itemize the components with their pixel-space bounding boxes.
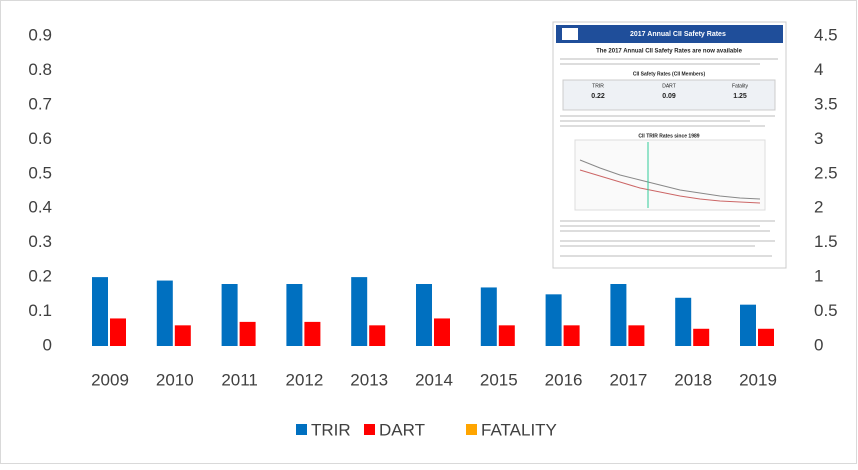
- x-tick-label: 2011: [221, 370, 258, 389]
- y2-tick-label: 4: [814, 60, 823, 79]
- y-tick-label: 0.4: [28, 198, 52, 217]
- bar: [286, 284, 302, 346]
- y-tick-label: 0.6: [28, 129, 52, 148]
- bar: [175, 325, 191, 346]
- bar: [758, 329, 774, 346]
- y2-tick-label: 3: [814, 129, 823, 148]
- y-tick-label: 0.2: [28, 267, 52, 286]
- y-tick-label: 0.7: [28, 94, 52, 113]
- inset-rate-label: DART: [662, 83, 676, 89]
- inset-table-title: CII Safety Rates (CII Members): [633, 71, 706, 77]
- y2-tick-label: 2.5: [814, 163, 838, 182]
- legend-label: FATALITY: [481, 420, 557, 439]
- bar: [92, 277, 108, 346]
- y2-tick-label: 0: [814, 335, 823, 354]
- bar: [416, 284, 432, 346]
- bar: [628, 325, 644, 346]
- y-tick-label: 0.1: [28, 301, 52, 320]
- legend-label: DART: [379, 420, 425, 439]
- bar: [157, 281, 173, 346]
- chart: 2017 Annual CII Safety Rates The 2017 An…: [0, 0, 858, 465]
- y2-tick-label: 2: [814, 198, 823, 217]
- bar: [240, 322, 256, 346]
- y-tick-label: 0: [43, 335, 52, 354]
- x-tick-label: 2018: [674, 370, 712, 389]
- y2-tick-label: 3.5: [814, 94, 838, 113]
- bar: [110, 318, 126, 346]
- legend-swatch: [296, 424, 307, 435]
- y2-tick-label: 4.5: [814, 25, 838, 44]
- y-tick-label: 0.5: [28, 163, 52, 182]
- x-tick-label: 2012: [285, 370, 323, 389]
- inset-banner: 2017 Annual CII Safety Rates: [630, 31, 726, 38]
- bar: [499, 325, 515, 346]
- bar: [222, 284, 238, 346]
- x-tick-label: 2015: [480, 370, 518, 389]
- inset-rate-value: 0.22: [591, 93, 605, 100]
- bar: [351, 277, 367, 346]
- inset-rate-value: 0.09: [662, 93, 676, 100]
- legend-label: TRIR: [311, 420, 351, 439]
- y2-tick-label: 1: [814, 267, 823, 286]
- y2-tick-label: 1.5: [814, 232, 838, 251]
- bar: [610, 284, 626, 346]
- x-tick-label: 2019: [739, 370, 777, 389]
- bar: [693, 329, 709, 346]
- bar: [434, 318, 450, 346]
- bar: [740, 305, 756, 346]
- legend-swatch: [466, 424, 477, 435]
- inset-chart-title: CII TRIR Rates since 1989: [638, 133, 699, 139]
- bar: [304, 322, 320, 346]
- inset-rate-value: 1.25: [733, 93, 747, 100]
- bar: [369, 325, 385, 346]
- x-tick-label: 2013: [350, 370, 388, 389]
- bar: [481, 287, 497, 346]
- y-tick-label: 0.8: [28, 60, 52, 79]
- y-tick-label: 0.3: [28, 232, 52, 251]
- legend-swatch: [364, 424, 375, 435]
- bar: [564, 325, 580, 346]
- bar: [675, 298, 691, 346]
- y-tick-label: 0.9: [28, 25, 52, 44]
- inset-heading: The 2017 Annual CII Safety Rates are now…: [596, 49, 742, 55]
- x-tick-label: 2016: [545, 370, 583, 389]
- x-tick-label: 2017: [609, 370, 647, 389]
- y2-tick-label: 0.5: [814, 301, 838, 320]
- x-tick-label: 2014: [415, 370, 453, 389]
- bar: [546, 294, 562, 346]
- inset-rate-label: Fatality: [732, 83, 749, 89]
- x-tick-label: 2010: [156, 370, 194, 389]
- x-tick-label: 2009: [91, 370, 129, 389]
- inset-image: 2017 Annual CII Safety Rates The 2017 An…: [553, 22, 786, 268]
- inset-rate-label: TRIR: [592, 83, 604, 89]
